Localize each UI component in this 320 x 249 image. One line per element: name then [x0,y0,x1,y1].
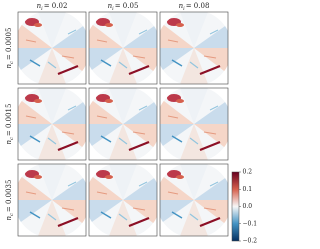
colorbar-tick-label: 0.0 [243,203,253,210]
column-label-subscript: i [183,6,185,12]
panel-frame [17,163,87,237]
heatmap-panel [89,164,157,236]
panel-frame [88,87,158,161]
row-label-subscript: c [9,137,15,140]
heatmap-panel [160,88,228,160]
heatmap-panel [89,12,157,84]
colorbar-tick-label: −0.2 [243,238,258,245]
row-label-value: = 0.0005 [5,28,13,61]
row-label-subscript: c [9,61,15,64]
row-label-symbol: n [5,215,13,220]
column-label-subscript: i [41,6,43,12]
heatmap-panel [18,164,86,236]
colorbar-tick-label: 0.1 [243,186,253,193]
panel-frame [159,11,229,85]
row-label-subscript: c [9,213,15,216]
column-label-subscript: i [112,6,114,12]
colorbar-tick-label: 0.2 [243,169,253,176]
column-label-symbol: n [37,2,42,10]
panel-frame [159,87,229,161]
row-label: nc= 0.0035 [5,180,15,221]
column-label-value: = 0.08 [186,2,210,10]
row-label: nc= 0.0005 [5,28,15,69]
row-label-value: = 0.0015 [5,104,13,137]
heatmap-panel [160,164,228,236]
colorbar-tick-label: −0.1 [243,220,258,227]
colorbar [231,171,240,242]
column-label: ni= 0.08 [179,2,210,12]
row-label: nc= 0.0015 [5,104,15,145]
heatmap-panel [18,88,86,160]
column-label-symbol: n [108,2,113,10]
panel-frame [88,163,158,237]
column-label-value: = 0.02 [44,2,68,10]
panel-frame [88,11,158,85]
column-label: ni= 0.02 [37,2,68,12]
panel-frame [159,163,229,237]
row-label-value: = 0.0035 [5,180,13,213]
heatmap-panel [89,88,157,160]
column-label: ni= 0.05 [108,2,139,12]
row-label-symbol: n [5,63,13,68]
row-label-symbol: n [5,139,13,144]
panel-frame [17,11,87,85]
column-label-symbol: n [179,2,184,10]
heatmap-panel [18,12,86,84]
panel-frame [17,87,87,161]
column-label-value: = 0.05 [115,2,139,10]
heatmap-panel [160,12,228,84]
